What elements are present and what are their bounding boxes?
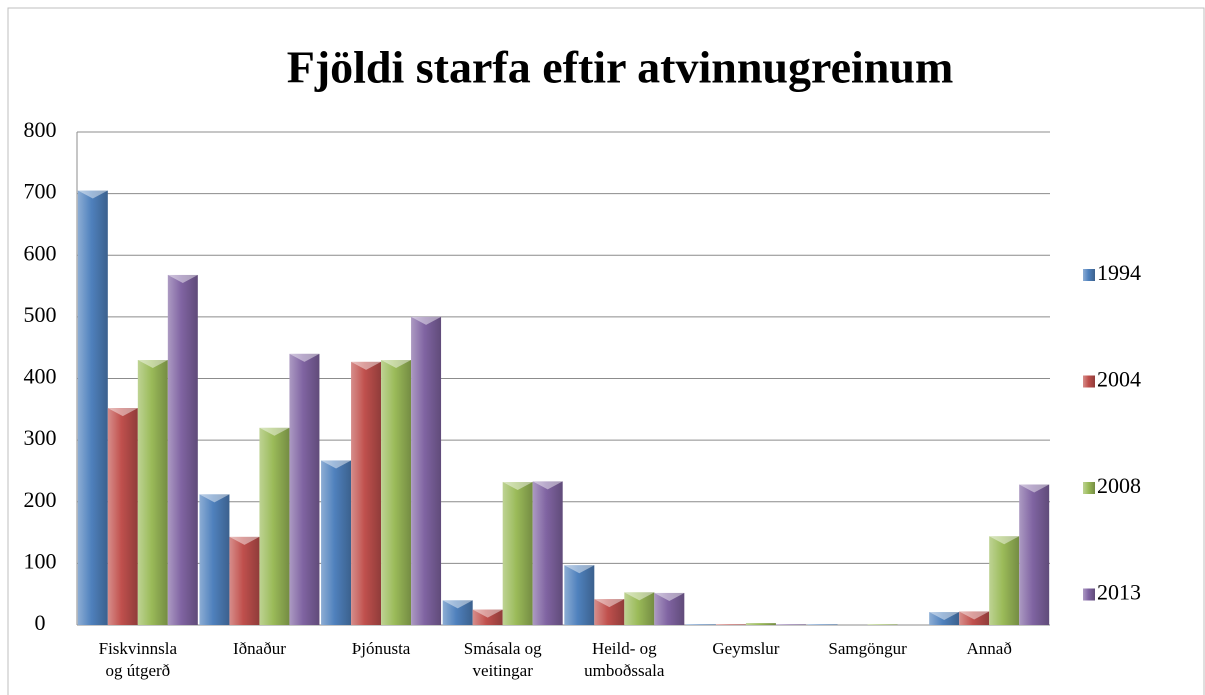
y-tick-label: 300 xyxy=(24,425,57,450)
legend-swatch xyxy=(1083,269,1095,281)
bar xyxy=(502,482,533,625)
bar-cap xyxy=(381,360,412,369)
bar xyxy=(199,494,230,625)
bar xyxy=(321,460,352,625)
bar-cap xyxy=(351,361,382,370)
bar-cap xyxy=(564,565,595,574)
x-tick-label: Smásala og veitingar xyxy=(464,639,542,680)
bar xyxy=(532,481,563,625)
bar-cap xyxy=(1019,484,1050,493)
bar xyxy=(472,609,503,625)
bar xyxy=(807,624,838,625)
bar xyxy=(929,612,960,625)
bar-cap xyxy=(472,609,503,618)
bar xyxy=(685,624,716,625)
y-tick-label: 700 xyxy=(24,179,57,204)
bar xyxy=(259,427,290,625)
bar-cap xyxy=(289,353,320,362)
bar xyxy=(381,360,412,625)
bar-cap xyxy=(137,360,168,369)
legend-label: 2004 xyxy=(1097,367,1141,392)
bar xyxy=(411,316,442,625)
bar-cap xyxy=(502,482,533,491)
bar-cap xyxy=(989,536,1020,545)
bar-cap xyxy=(199,494,230,503)
bar xyxy=(229,536,260,625)
x-tick-label: Annað xyxy=(967,639,1012,658)
y-tick-label: 600 xyxy=(24,240,57,265)
y-tick-label: 200 xyxy=(24,487,57,512)
bar xyxy=(1019,484,1050,625)
bar xyxy=(745,623,776,625)
bar xyxy=(959,611,990,625)
bar xyxy=(137,360,168,625)
legend-label: 2008 xyxy=(1097,473,1141,498)
bar-cap xyxy=(411,316,442,325)
x-tick-label: Geymslur xyxy=(712,639,779,658)
bar-cap xyxy=(959,611,990,620)
x-tick-label: Þjónusta xyxy=(352,639,411,658)
bar xyxy=(167,274,198,625)
x-tick-label: Iðnaður xyxy=(233,639,286,658)
x-tick-label: Heild- og umboðssala xyxy=(584,639,665,680)
bar xyxy=(654,592,685,625)
bar-cap xyxy=(259,427,290,436)
bar-cap xyxy=(532,481,563,490)
bar-cap xyxy=(654,592,685,601)
bar-cap xyxy=(594,599,625,608)
legend-swatch xyxy=(1083,482,1095,494)
bar xyxy=(351,361,382,625)
bar xyxy=(564,565,595,625)
bar xyxy=(624,592,655,625)
y-tick-label: 0 xyxy=(35,610,46,635)
bar xyxy=(289,353,320,625)
y-tick-label: 400 xyxy=(24,364,57,389)
y-tick-label: 500 xyxy=(24,302,57,327)
bar-cap xyxy=(77,190,108,199)
y-tick-label: 800 xyxy=(24,117,57,142)
bar-cap xyxy=(167,274,198,283)
bar xyxy=(594,599,625,625)
legend-swatch xyxy=(1083,375,1095,388)
bar xyxy=(107,408,138,625)
bar xyxy=(775,624,806,625)
bar xyxy=(867,624,898,625)
bar xyxy=(989,536,1020,625)
bar-cap xyxy=(624,592,655,601)
legend-label: 2013 xyxy=(1097,580,1141,605)
legend-swatch xyxy=(1083,588,1095,601)
bar-cap xyxy=(321,460,352,469)
chart-title: Fjöldi starfa eftir atvinnugreinum xyxy=(287,42,954,93)
bar xyxy=(715,624,746,625)
legend-label: 1994 xyxy=(1097,260,1141,285)
bar xyxy=(442,600,473,625)
bar-cap xyxy=(107,408,138,417)
bar-cap xyxy=(442,600,473,609)
bar-cap xyxy=(229,536,260,545)
bar-cap xyxy=(929,612,960,621)
x-tick-label: Fiskvinnsla og útgerð xyxy=(99,639,178,680)
bar xyxy=(77,190,108,625)
x-tick-label: Samgöngur xyxy=(828,639,907,658)
y-tick-label: 100 xyxy=(24,548,57,573)
